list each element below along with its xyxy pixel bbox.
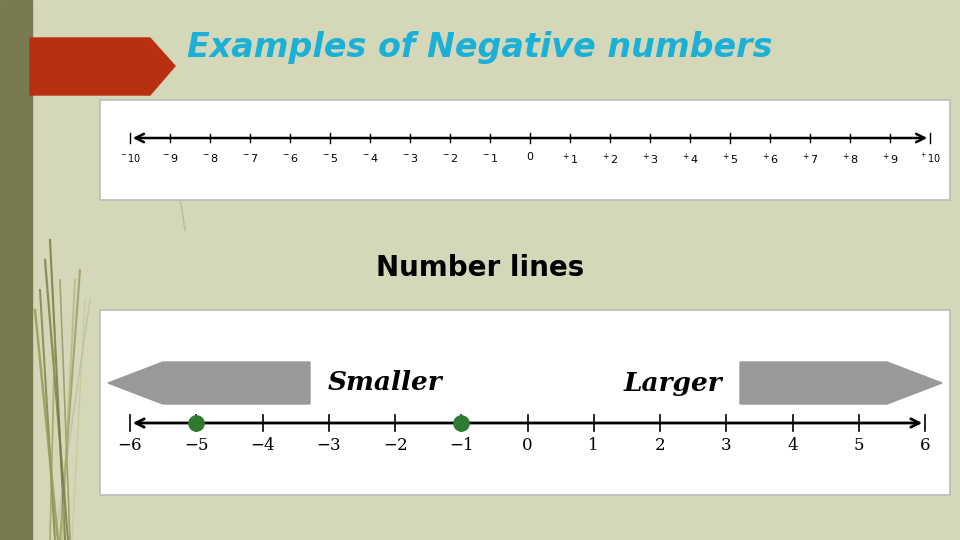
Text: $^+$5: $^+$5: [721, 152, 739, 167]
Text: Larger: Larger: [623, 370, 722, 395]
Text: $-$6: $-$6: [117, 437, 143, 454]
Text: $-$2: $-$2: [382, 437, 407, 454]
Text: $^-$3: $^-$3: [401, 152, 420, 164]
Text: Smaller: Smaller: [328, 370, 443, 395]
Text: 3: 3: [721, 437, 732, 454]
Text: $^-$10: $^-$10: [119, 152, 141, 164]
Text: 0: 0: [526, 152, 534, 162]
Polygon shape: [30, 38, 175, 95]
Text: $^+$4: $^+$4: [681, 152, 699, 167]
Text: $-$4: $-$4: [250, 437, 276, 454]
Text: $^-$4: $^-$4: [361, 152, 379, 164]
FancyBboxPatch shape: [100, 100, 950, 200]
Text: 2: 2: [655, 437, 665, 454]
Text: $^+$6: $^+$6: [761, 152, 780, 167]
Text: $^+$1: $^+$1: [561, 152, 579, 167]
Text: $^+$10: $^+$10: [919, 152, 941, 165]
Text: $^+$7: $^+$7: [801, 152, 819, 167]
Text: $^+$3: $^+$3: [641, 152, 660, 167]
Text: $-$3: $-$3: [316, 437, 342, 454]
Text: $^-$8: $^-$8: [201, 152, 219, 164]
Text: 0: 0: [522, 437, 533, 454]
Text: $^-$7: $^-$7: [241, 152, 259, 164]
Text: Number lines: Number lines: [376, 254, 584, 282]
Text: $^+$2: $^+$2: [601, 152, 619, 167]
Text: 6: 6: [920, 437, 930, 454]
Text: $^+$9: $^+$9: [881, 152, 900, 167]
Text: $^+$8: $^+$8: [841, 152, 859, 167]
Text: Examples of Negative numbers: Examples of Negative numbers: [187, 31, 773, 64]
Text: $^-$6: $^-$6: [281, 152, 300, 164]
Text: $-$5: $-$5: [183, 437, 209, 454]
Text: $^-$5: $^-$5: [321, 152, 339, 164]
Text: 5: 5: [853, 437, 864, 454]
FancyBboxPatch shape: [100, 310, 950, 495]
Bar: [0, 0, 32, 540]
Text: $^-$1: $^-$1: [481, 152, 499, 164]
Polygon shape: [740, 362, 942, 404]
Text: 1: 1: [588, 437, 599, 454]
Text: 4: 4: [787, 437, 798, 454]
Text: $^-$2: $^-$2: [441, 152, 459, 164]
Text: $^-$9: $^-$9: [161, 152, 180, 164]
Text: $-$1: $-$1: [449, 437, 473, 454]
Polygon shape: [108, 362, 310, 404]
